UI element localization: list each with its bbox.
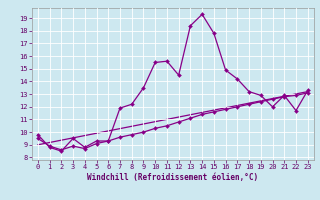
X-axis label: Windchill (Refroidissement éolien,°C): Windchill (Refroidissement éolien,°C) xyxy=(87,173,258,182)
